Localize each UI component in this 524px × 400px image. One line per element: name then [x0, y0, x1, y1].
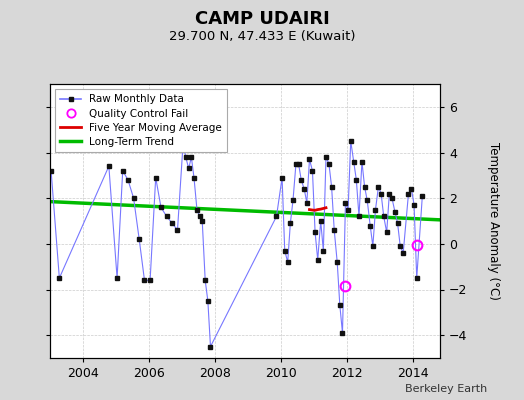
Text: Berkeley Earth: Berkeley Earth	[405, 384, 487, 394]
Text: 29.700 N, 47.433 E (Kuwait): 29.700 N, 47.433 E (Kuwait)	[169, 30, 355, 43]
Legend: Raw Monthly Data, Quality Control Fail, Five Year Moving Average, Long-Term Tren: Raw Monthly Data, Quality Control Fail, …	[55, 89, 227, 152]
Text: CAMP UDAIRI: CAMP UDAIRI	[194, 10, 330, 28]
Y-axis label: Temperature Anomaly (°C): Temperature Anomaly (°C)	[487, 142, 500, 300]
